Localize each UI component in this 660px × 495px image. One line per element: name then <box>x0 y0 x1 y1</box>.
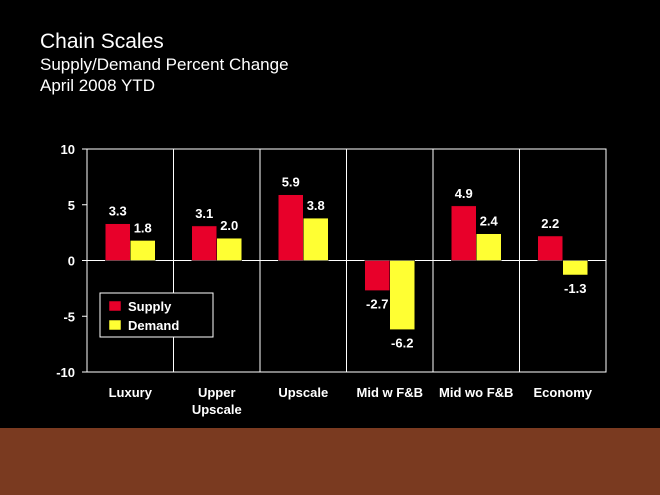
bar-supply <box>278 194 304 261</box>
slide-period: April 2008 YTD <box>40 76 155 95</box>
data-label-supply: 3.3 <box>109 204 127 219</box>
bar-supply <box>537 235 563 261</box>
y-tick-label: 0 <box>68 254 75 269</box>
footer-band <box>0 428 660 495</box>
legend-swatch-supply <box>108 300 122 312</box>
data-label-supply: 3.1 <box>195 206 213 221</box>
data-label-supply: 5.9 <box>282 175 300 190</box>
title-block: Chain Scales Supply/Demand Percent Chang… <box>40 30 289 96</box>
data-label-demand: -6.2 <box>391 336 413 351</box>
bar-demand <box>476 233 502 261</box>
data-label-demand: 2.0 <box>220 218 238 233</box>
legend-swatch-demand <box>108 319 122 331</box>
bar-demand <box>562 260 588 276</box>
x-category-label: Luxury <box>109 385 153 400</box>
bar-supply <box>364 260 390 291</box>
legend-label-supply: Supply <box>128 299 172 314</box>
legend-label-demand: Demand <box>128 318 179 333</box>
data-label-supply: 4.9 <box>455 186 473 201</box>
bar-demand <box>216 237 242 261</box>
y-tick-label: 5 <box>68 198 75 213</box>
bar-supply <box>191 225 217 261</box>
x-category-label: Upscale <box>192 402 242 417</box>
bar-supply <box>105 223 131 261</box>
bar-demand <box>303 217 329 261</box>
data-label-demand: 3.8 <box>307 198 325 213</box>
y-tick-label: -5 <box>63 309 75 324</box>
slide-subtitle: Supply/Demand Percent Change <box>40 55 289 74</box>
data-label-demand: -1.3 <box>564 281 586 296</box>
data-label-demand: 1.8 <box>134 220 152 235</box>
x-category-label: Upper <box>198 385 236 400</box>
x-category-label: Mid wo F&B <box>439 385 513 400</box>
bar-demand <box>130 240 156 261</box>
bar-supply <box>451 205 477 261</box>
bar-demand <box>389 260 415 330</box>
data-label-supply: 2.2 <box>541 216 559 231</box>
slide-title: Chain Scales <box>40 30 164 53</box>
bar-chart: 10 5 0 -5 -10 3.3 1.8 Luxury 3.1 2.0 Upper Upscale 5… <box>56 142 607 417</box>
x-category-label: Mid w F&B <box>357 385 423 400</box>
y-tick-label: -10 <box>56 365 75 380</box>
x-category-label: Upscale <box>278 385 328 400</box>
y-tick-label: 10 <box>61 142 75 157</box>
data-label-demand: 2.4 <box>480 214 499 229</box>
data-label-supply: -2.7 <box>366 297 388 312</box>
x-category-label: Economy <box>533 385 592 400</box>
